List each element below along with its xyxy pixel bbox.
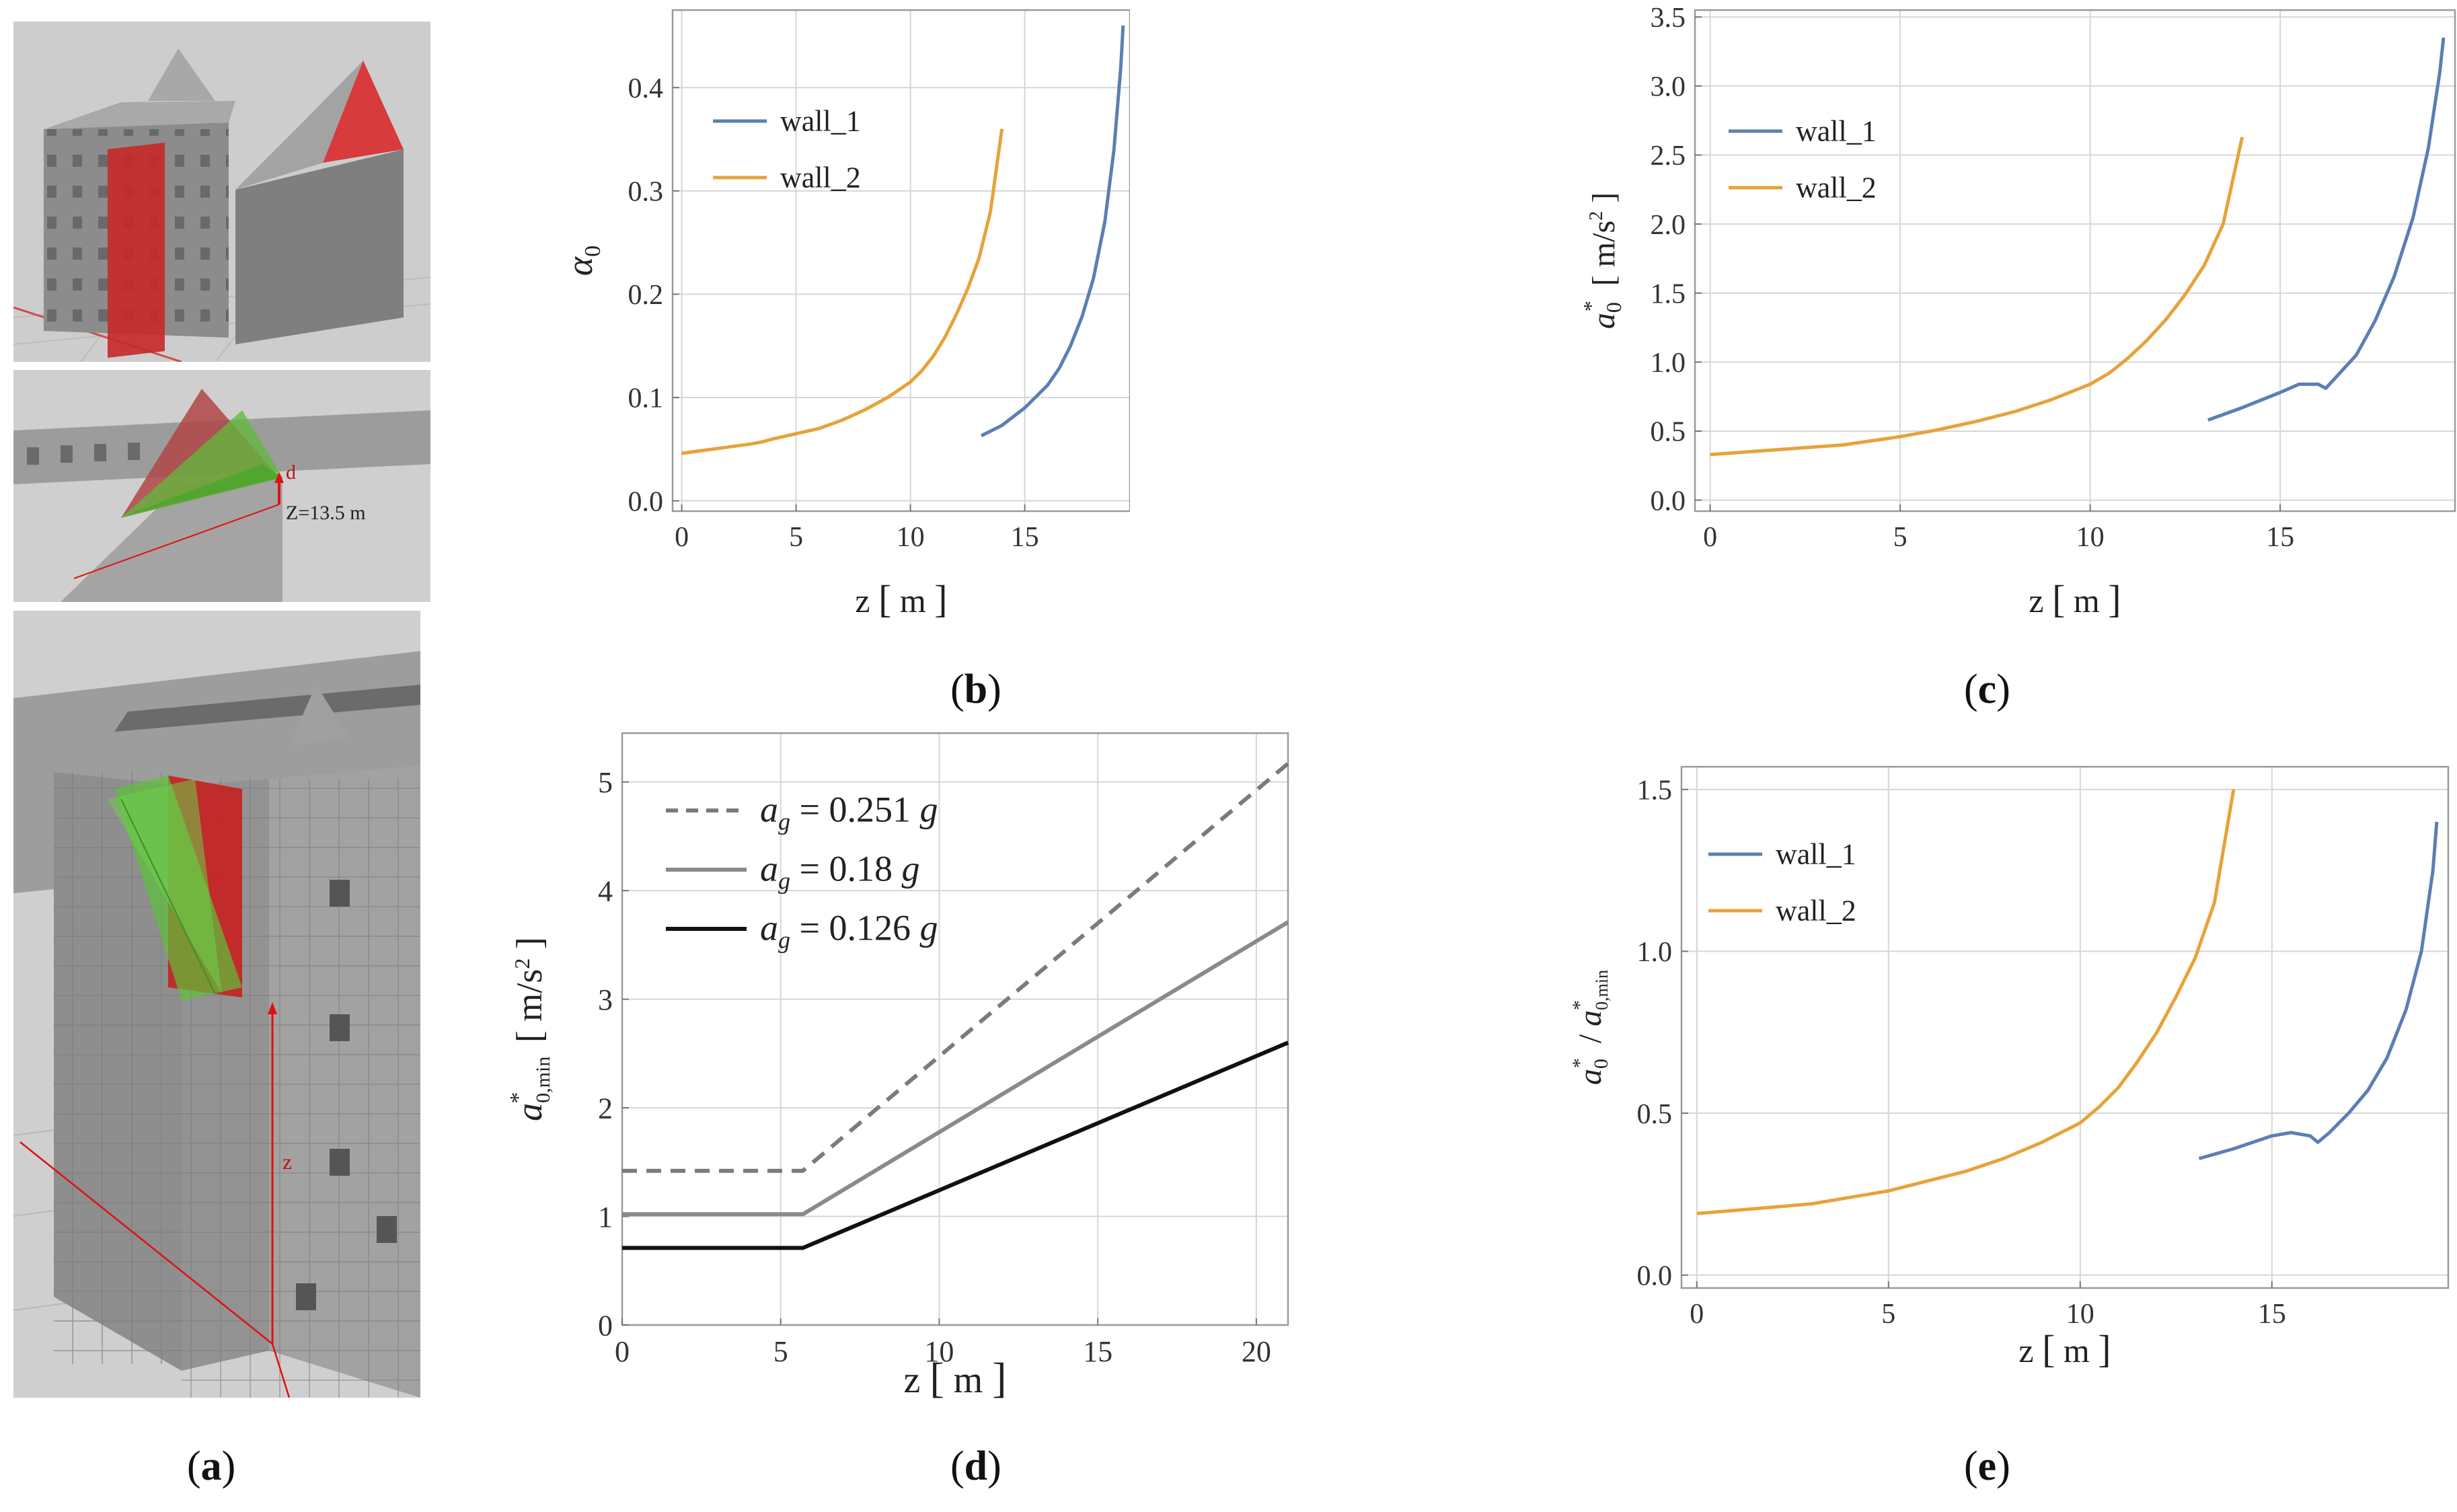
x-tick-label: 5 <box>1881 1299 1895 1330</box>
chart-e: 0 5 10 15 0.0 0.5 1.0 1.5 z [ m ] a0* / a0,min* wa… <box>1568 765 2450 1371</box>
x-tick-label: 0 <box>1703 522 1717 553</box>
y-axis-label: a0,min* [ m/s2 ] <box>506 937 554 1121</box>
caption-a: (a) <box>187 1443 236 1489</box>
caption-c: (c) <box>1964 667 2010 712</box>
x-tick-label: 15 <box>2266 522 2294 553</box>
y-tick-label: 0.0 <box>1637 1260 1673 1291</box>
x-tick-label: 15 <box>1083 1335 1112 1368</box>
plot-frame <box>671 9 1130 513</box>
y-tick-label: 2.0 <box>1651 210 1686 241</box>
y-tick-label: 0.1 <box>628 383 664 414</box>
y-tick-label: 2 <box>598 1092 613 1125</box>
x-tick-label: 10 <box>924 1335 954 1368</box>
x-tick-label: 15 <box>1011 522 1039 553</box>
x-tick-label: 10 <box>2066 1299 2094 1330</box>
y-tick-label: 3 <box>598 983 613 1016</box>
y-tick-label: 1 <box>598 1201 613 1234</box>
plot-frame <box>1680 765 2450 1289</box>
y-tick-label: 0.3 <box>628 177 664 208</box>
y-tick-label: 0.0 <box>628 486 664 517</box>
chart-b: 0 5 10 15 0.0 0.1 0.2 0.3 0.4 z [ m ] α0 wall_1wall… <box>560 9 1130 621</box>
legend-label: wall_2 <box>1776 895 1856 928</box>
svg-text:α0: α0 <box>560 245 605 276</box>
svg-text:a0* [ m/s2 ]: a0* [ m/s2 ] <box>1579 192 1626 329</box>
x-tick-label: 0 <box>1690 1299 1704 1330</box>
x-axis-label: z [ m ] <box>855 577 947 621</box>
series-line-wall-1 <box>2198 821 2439 1160</box>
legend-label: ag = 0.18 g <box>760 849 919 895</box>
legend-label: wall_1 <box>780 105 861 138</box>
caption-b: (b) <box>950 667 1001 712</box>
caption-e: (e) <box>1964 1443 2010 1489</box>
y-tick-label: 0.5 <box>1637 1099 1673 1130</box>
series-line-wall-2 <box>1710 137 2244 457</box>
x-axis-label: z [ m ] <box>2029 577 2121 621</box>
y-tick-label: 1.5 <box>1637 775 1673 806</box>
y-tick-label: 0.5 <box>1651 417 1686 448</box>
svg-text:a0,min* [ m/s2 ]: a0,min* [ m/s2 ] <box>506 937 554 1121</box>
legend-label: wall_1 <box>1776 838 1856 871</box>
series-line-ag-0-251-g <box>622 761 1289 1173</box>
y-tick-label: 3.5 <box>1651 3 1686 34</box>
chart-d: 0 5 10 15 20 0 1 2 3 4 5 z [ m ] a0,min* [ m/s2 ] ag … <box>506 732 1289 1402</box>
series-line-ag-0-18-g <box>622 920 1289 1217</box>
svg-text:a0* / a0,min*: a0* / a0,min* <box>1568 970 1612 1085</box>
annotation-z-height: Z=13.5 m <box>286 502 366 524</box>
panel-a-image-middle: d Z=13.5 m <box>13 370 430 602</box>
y-axis-label: α0 <box>560 245 605 276</box>
legend-label: wall_2 <box>1796 172 1877 204</box>
x-axis-label: z [ m ] <box>2018 1327 2111 1371</box>
annotation-z-axis: z <box>282 1149 292 1174</box>
x-tick-label: 0 <box>615 1335 630 1368</box>
y-axis-label: a0* [ m/s2 ] <box>1579 192 1626 329</box>
y-tick-label: 2.5 <box>1651 141 1686 172</box>
legend-label: ag = 0.251 g <box>760 790 938 835</box>
caption-d: (d) <box>950 1443 1001 1489</box>
y-tick-label: 0.2 <box>628 280 664 311</box>
series-line-wall-2 <box>681 128 1004 455</box>
y-tick-label: 1.5 <box>1651 278 1686 309</box>
x-tick-label: 10 <box>2076 522 2105 553</box>
x-tick-label: 10 <box>897 522 925 553</box>
y-tick-label: 1.0 <box>1651 348 1686 379</box>
x-tick-label: 0 <box>675 522 689 553</box>
series-line-ag-0-126-g <box>622 1041 1289 1250</box>
plot-frame <box>1694 9 2456 513</box>
plot-frame <box>621 732 1289 1326</box>
x-tick-label: 5 <box>789 522 803 553</box>
series-line-wall-1 <box>2207 37 2446 422</box>
y-tick-label: 0.4 <box>628 73 664 104</box>
panel-a-image-bottom: z <box>13 611 420 1398</box>
series-line-wall-1 <box>980 25 1125 438</box>
x-tick-label: 15 <box>2258 1299 2286 1330</box>
y-tick-label: 0.0 <box>1651 486 1686 517</box>
x-tick-label: 5 <box>1893 522 1907 553</box>
y-tick-label: 0 <box>598 1309 613 1342</box>
y-axis-label: a0* / a0,min* <box>1568 970 1612 1085</box>
y-tick-label: 1.0 <box>1637 937 1673 968</box>
annotation-d: d <box>286 461 296 484</box>
legend-label: wall_2 <box>780 161 861 194</box>
chart-c: 0 5 10 15 0.0 0.5 1.0 1.5 2.0 2.5 3.0 3.5 z [ m ] a0*… <box>1579 3 2456 621</box>
y-tick-label: 3.0 <box>1651 72 1686 103</box>
x-tick-label: 20 <box>1242 1335 1271 1368</box>
legend-label: ag = 0.126 g <box>760 908 938 954</box>
series-line-wall-2 <box>1696 789 2236 1215</box>
legend-label: wall_1 <box>1796 115 1877 148</box>
y-tick-label: 4 <box>598 875 613 908</box>
panel-a-image-top <box>13 22 430 362</box>
x-axis-label: z [ m ] <box>903 1354 1006 1402</box>
x-tick-label: 5 <box>773 1335 788 1368</box>
y-tick-label: 5 <box>598 766 613 799</box>
